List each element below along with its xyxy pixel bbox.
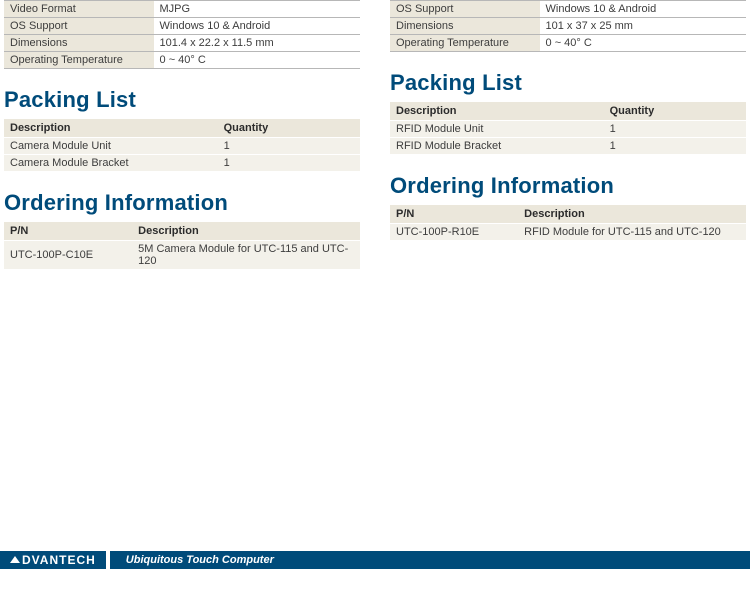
table-row: UTC-100P-C10E 5M Camera Module for UTC-1… [4,241,360,270]
spec-label: Dimensions [4,35,154,52]
cell: 5M Camera Module for UTC-115 and UTC-120 [132,241,360,270]
cell: UTC-100P-C10E [4,241,132,270]
advantech-logo: DVANTECH [0,551,106,569]
right-ordering-heading: Ordering Information [390,173,746,199]
logo-text: DVANTECH [22,553,96,567]
left-spec-table: Video Format MJPG OS Support Windows 10 … [4,0,360,69]
spec-label: Operating Temperature [390,35,540,52]
spec-value: 0 ~ 40° C [540,35,746,52]
col-header: Quantity [604,102,746,121]
cell: 1 [604,121,746,138]
footer-bar: DVANTECH Ubiquitous Touch Computer [0,551,750,569]
spec-label: Dimensions [390,18,540,35]
cell: RFID Module Unit [390,121,604,138]
table-row: RFID Module Bracket 1 [390,138,746,155]
spec-row: OS Support Windows 10 & Android [4,18,360,35]
spec-label: Video Format [4,1,154,18]
cell: UTC-100P-R10E [390,224,518,241]
spec-row: Operating Temperature 0 ~ 40° C [390,35,746,52]
spec-row: Operating Temperature 0 ~ 40° C [4,52,360,69]
logo-triangle-icon [10,556,20,563]
col-header: P/N [390,205,518,224]
table-row: UTC-100P-R10E RFID Module for UTC-115 an… [390,224,746,241]
cell: Camera Module Unit [4,138,218,155]
left-column: Video Format MJPG OS Support Windows 10 … [4,0,360,270]
spec-row: Dimensions 101.4 x 22.2 x 11.5 mm [4,35,360,52]
spec-value: 0 ~ 40° C [154,52,360,69]
cell: Camera Module Bracket [4,155,218,172]
right-column: OS Support Windows 10 & Android Dimensio… [390,0,746,270]
spec-value: 101 x 37 x 25 mm [540,18,746,35]
left-packing-heading: Packing List [4,87,360,113]
right-ordering-table: P/N Description UTC-100P-R10E RFID Modul… [390,205,746,241]
cell: 1 [604,138,746,155]
right-spec-table: OS Support Windows 10 & Android Dimensio… [390,0,746,52]
table-header-row: Description Quantity [390,102,746,121]
left-ordering-table: P/N Description UTC-100P-C10E 5M Camera … [4,222,360,270]
table-header-row: P/N Description [390,205,746,224]
table-row: Camera Module Bracket 1 [4,155,360,172]
spec-row: Video Format MJPG [4,1,360,18]
col-header: Description [132,222,360,241]
spec-value: MJPG [154,1,360,18]
spec-label: OS Support [4,18,154,35]
spec-label: OS Support [390,1,540,18]
table-header-row: Description Quantity [4,119,360,138]
table-row: Camera Module Unit 1 [4,138,360,155]
spec-row: Dimensions 101 x 37 x 25 mm [390,18,746,35]
table-header-row: P/N Description [4,222,360,241]
left-ordering-heading: Ordering Information [4,190,360,216]
footer-tagline: Ubiquitous Touch Computer [110,551,750,569]
col-header: Description [518,205,746,224]
col-header: P/N [4,222,132,241]
spec-row: OS Support Windows 10 & Android [390,1,746,18]
cell: RFID Module for UTC-115 and UTC-120 [518,224,746,241]
col-header: Quantity [218,119,360,138]
col-header: Description [4,119,218,138]
left-packing-table: Description Quantity Camera Module Unit … [4,119,360,172]
spec-value: 101.4 x 22.2 x 11.5 mm [154,35,360,52]
spec-label: Operating Temperature [4,52,154,69]
table-row: RFID Module Unit 1 [390,121,746,138]
col-header: Description [390,102,604,121]
right-packing-table: Description Quantity RFID Module Unit 1 … [390,102,746,155]
cell: RFID Module Bracket [390,138,604,155]
right-packing-heading: Packing List [390,70,746,96]
spec-value: Windows 10 & Android [154,18,360,35]
spec-value: Windows 10 & Android [540,1,746,18]
cell: 1 [218,155,360,172]
cell: 1 [218,138,360,155]
